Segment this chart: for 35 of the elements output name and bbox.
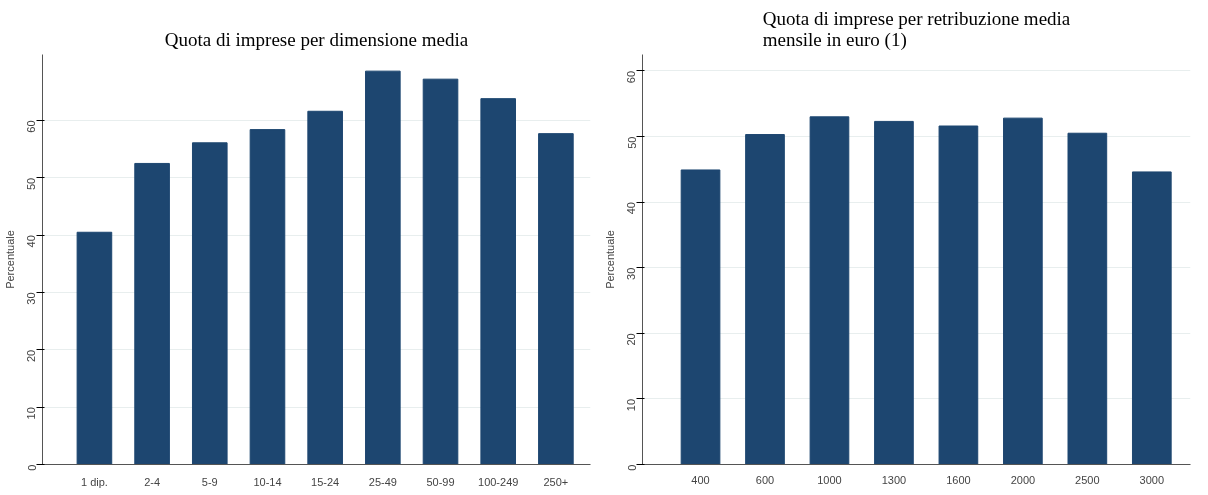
x-tick-label: 1600	[946, 473, 971, 486]
y-tick-label: 60	[625, 70, 638, 84]
x-tick-label: 5-9	[201, 475, 218, 488]
x-tick-label: 15-24	[311, 475, 340, 488]
y-tick-label: 50	[625, 136, 638, 149]
x-tick-label: 2500	[1075, 473, 1100, 486]
x-tick-label: 250+	[543, 475, 569, 488]
y-tick-label: 50	[25, 177, 38, 191]
x-tick-label: 2-4	[144, 475, 161, 488]
y-axis-title: Percentuale	[3, 230, 16, 289]
y-tick-label: 20	[25, 349, 38, 363]
y-tick-label: 0	[25, 464, 38, 471]
chart-title: Quota di imprese per retribuzione media mensile in euro (1)	[762, 7, 1071, 51]
x-tick-label: 400	[691, 473, 710, 486]
y-tick-label: 60	[25, 120, 38, 133]
x-tick-label: 1 dip.	[80, 475, 108, 488]
x-tick-label: 600	[755, 473, 775, 486]
chart-title: Quota di imprese per dimensione media	[164, 28, 469, 50]
y-tick-label: 20	[625, 333, 638, 346]
x-tick-label: 1000	[817, 473, 842, 486]
y-tick-label: 40	[25, 235, 38, 248]
y-axis-title: Percentuale	[603, 230, 616, 289]
y-tick-label: 30	[25, 292, 38, 305]
y-tick-label: 30	[625, 267, 638, 280]
x-tick-label: 100-249	[478, 475, 519, 488]
x-tick-label: 1300	[881, 473, 907, 486]
y-tick-label: 10	[625, 398, 638, 412]
y-tick-label: 40	[625, 202, 638, 215]
y-tick-label: 0	[625, 464, 638, 471]
x-tick-label: 2000	[1010, 473, 1036, 486]
x-tick-label: 3000	[1139, 473, 1165, 486]
x-tick-label: 25-49	[368, 475, 397, 488]
x-tick-label: 10-14	[253, 475, 282, 488]
y-tick-label: 10	[25, 407, 38, 420]
x-tick-label: 50-99	[426, 475, 455, 488]
